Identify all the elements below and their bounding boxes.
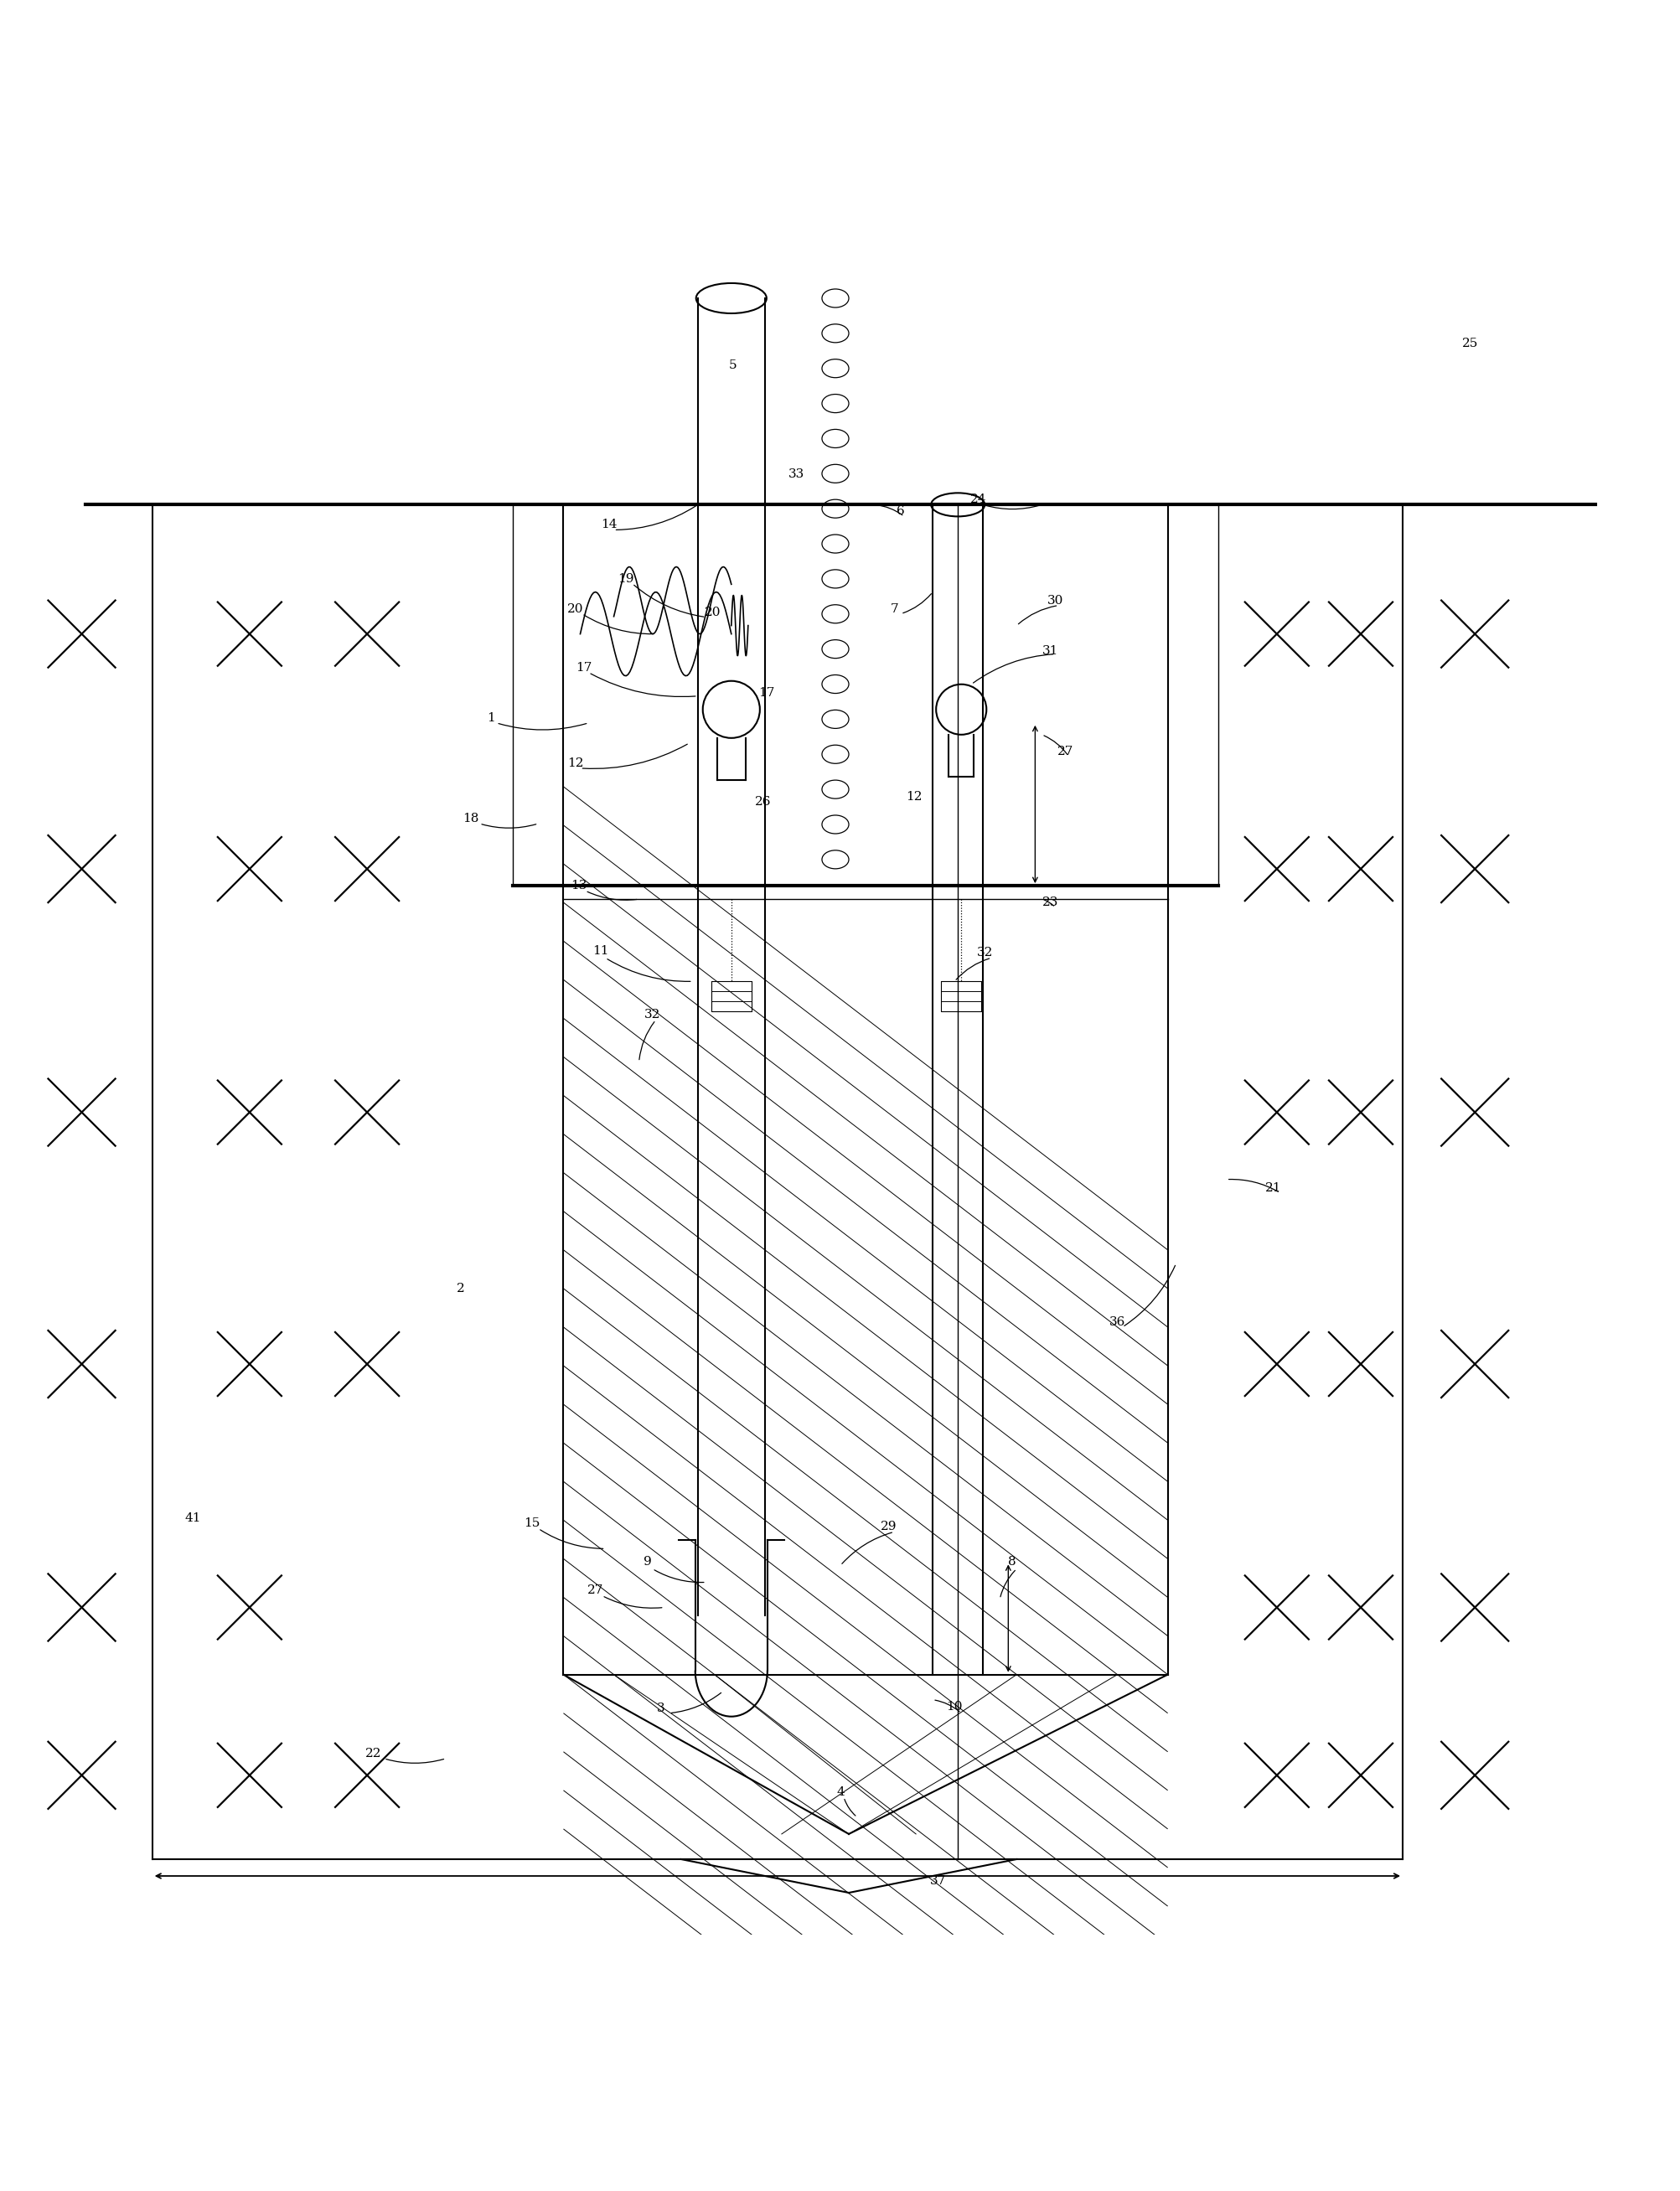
Text: 11: 11 [591,944,608,957]
Text: 31: 31 [1042,644,1058,657]
Text: 10: 10 [946,1700,963,1713]
Text: 15: 15 [522,1518,539,1529]
Text: 25: 25 [1462,337,1477,348]
Text: 13: 13 [570,881,586,892]
Text: 27: 27 [1057,745,1074,758]
Text: 7: 7 [890,603,897,616]
Text: 4: 4 [837,1786,843,1799]
Text: 26: 26 [754,795,771,808]
Text: 17: 17 [575,662,591,673]
Bar [941,982,981,1012]
Text: 20: 20 [566,603,583,616]
Text: 32: 32 [643,1010,660,1021]
Text: 2: 2 [457,1282,465,1295]
Text: 3: 3 [657,1702,665,1713]
Text: 6: 6 [897,506,904,517]
Text: 33: 33 [788,469,805,480]
Text: 12: 12 [906,791,922,802]
Text: 21: 21 [1265,1181,1282,1194]
Bar [711,982,751,1012]
Text: 14: 14 [600,519,617,530]
Text: 37: 37 [929,1875,946,1886]
Text: 20: 20 [704,607,721,618]
Text: 41: 41 [185,1512,200,1525]
Text: 24: 24 [969,493,986,506]
Text: 12: 12 [566,758,583,769]
Text: 30: 30 [1047,594,1063,607]
Text: 36: 36 [1109,1317,1126,1328]
Text: 1: 1 [487,712,496,723]
Text: 18: 18 [462,813,479,824]
Text: 19: 19 [617,572,633,585]
Text: 17: 17 [758,686,774,699]
Text: 9: 9 [643,1556,652,1569]
Text: 5: 5 [729,359,736,370]
Text: 27: 27 [586,1584,603,1597]
Text: 22: 22 [366,1748,381,1759]
Text: 23: 23 [1042,896,1058,909]
Text: 8: 8 [1006,1556,1015,1569]
Text: 29: 29 [880,1521,897,1534]
Text: 32: 32 [976,947,993,960]
